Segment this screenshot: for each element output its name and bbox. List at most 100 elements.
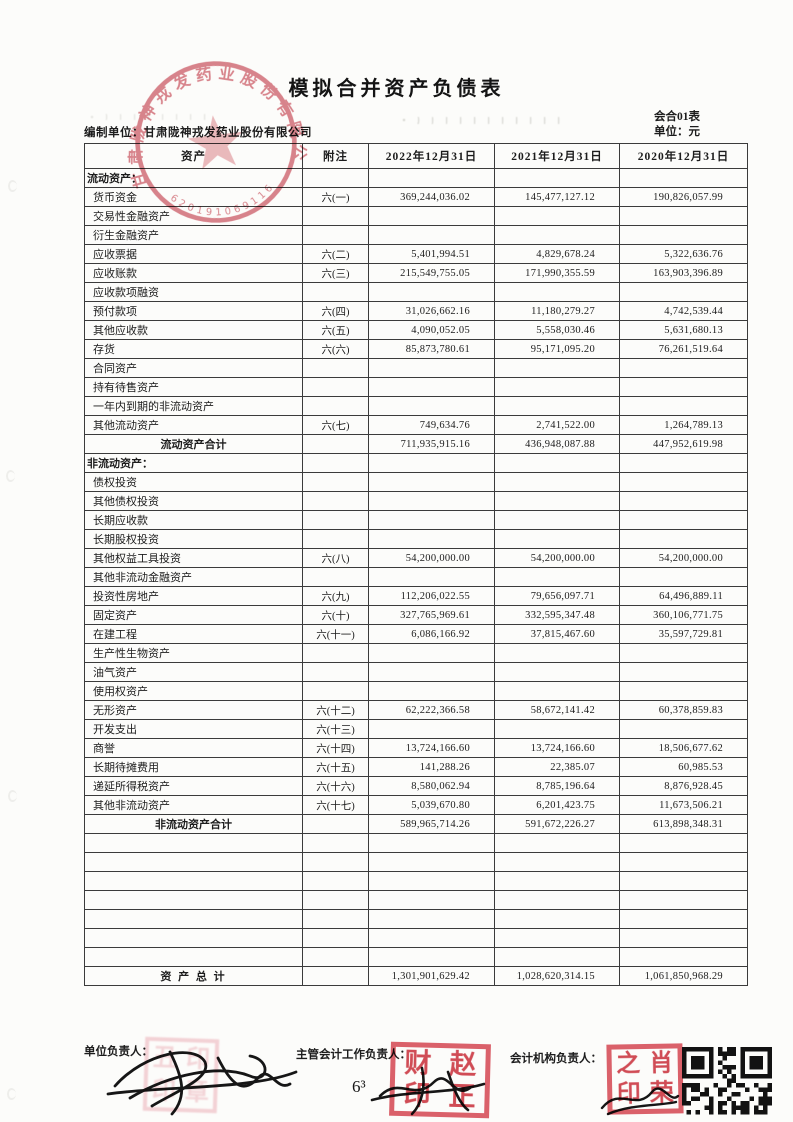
cell-value-2021: 8,785,196.64 — [494, 776, 620, 796]
prepared-by-line: 编制单位：甘肃陇神戎发药业股份有限公司 — [84, 124, 312, 140]
cell-value-2020: 190,826,057.99 — [619, 187, 748, 207]
cell-value-2021 — [494, 168, 620, 188]
cell-value-2021: 171,990,355.59 — [494, 263, 620, 283]
cell-item-label: 合同资产 — [84, 358, 303, 378]
cell-note — [302, 833, 369, 853]
cell-item-label: 其他流动资产 — [84, 415, 303, 435]
cell-item-label: 长期应收款 — [84, 510, 303, 530]
cell-value-2020: 35,597,729.81 — [619, 624, 748, 644]
column-header: 2021年12月31日 — [494, 143, 620, 169]
table-row: 应收票据 六(二) 5,401,994.51 4,829,678.24 5,322,63… — [84, 244, 748, 264]
cell-note — [302, 662, 369, 682]
cell-value-2021 — [494, 928, 620, 948]
cell-value-2020: 1,061,850,968.29 — [619, 966, 748, 986]
cell-value-2020: 163,903,396.89 — [619, 263, 748, 283]
table-row: 其他流动资产 六(七) 749,634.76 2,741,522.00 1,264,78… — [84, 415, 748, 435]
cell-value-2020: 60,985.53 — [619, 757, 748, 777]
cell-value-2021 — [494, 852, 620, 872]
cell-note — [302, 928, 369, 948]
column-header: 2022年12月31日 — [368, 143, 495, 169]
table-row: 其他非流动资产 六(十七) 5,039,670.80 6,201,423.75 11,6… — [84, 795, 748, 815]
cell-value-2021: 79,656,097.71 — [494, 586, 620, 606]
cell-value-2021 — [494, 909, 620, 929]
cell-value-2021 — [494, 472, 620, 492]
table-row: 存货 六(六) 85,873,780.61 95,171,095.20 76,261,5… — [84, 339, 748, 359]
cell-value-2020 — [619, 396, 748, 416]
cell-value-2021 — [494, 396, 620, 416]
cell-value-2020 — [619, 377, 748, 397]
cell-value-2020: 76,261,519.64 — [619, 339, 748, 359]
cell-item-label: 流动资产合计 — [84, 434, 303, 454]
cell-value-2022: 711,935,915.16 — [368, 434, 495, 454]
cell-value-2022 — [368, 453, 495, 473]
table-row: 流动资产合计 711,935,915.16 436,948,087.88 447,95… — [84, 434, 748, 454]
table-row: 油气资产 — [84, 662, 748, 682]
cell-note — [302, 681, 369, 701]
cell-item-label: 债权投资 — [84, 472, 303, 492]
table-row: 其他债权投资 — [84, 491, 748, 511]
cell-item-label: 应收票据 — [84, 244, 303, 264]
cell-note — [302, 377, 369, 397]
cell-value-2021 — [494, 510, 620, 530]
cell-value-2022: 589,965,714.26 — [368, 814, 495, 834]
cell-note: 六(七) — [302, 415, 369, 435]
cell-value-2022: 85,873,780.61 — [368, 339, 495, 359]
cell-note: 六(八) — [302, 548, 369, 568]
scan-artifact — [7, 1088, 16, 1100]
cell-item-label: 递延所得税资产 — [84, 776, 303, 796]
cell-value-2021: 6,201,423.75 — [494, 795, 620, 815]
cell-value-2020: 1,264,789.13 — [619, 415, 748, 435]
cell-value-2021: 2,741,522.00 — [494, 415, 620, 435]
cell-value-2022: 62,222,366.58 — [368, 700, 495, 720]
cell-item-label — [84, 871, 303, 891]
cell-note — [302, 567, 369, 587]
cell-note — [302, 396, 369, 416]
cell-value-2022: 327,765,969.61 — [368, 605, 495, 625]
cell-item-label — [84, 890, 303, 910]
cell-note — [302, 206, 369, 226]
cell-note — [302, 434, 369, 454]
cell-value-2020: 11,673,506.21 — [619, 795, 748, 815]
table-row: 债权投资 — [84, 472, 748, 492]
cell-value-2020: 5,322,636.76 — [619, 244, 748, 264]
cell-item-label: 开发支出 — [84, 719, 303, 739]
cell-value-2022: 5,401,994.51 — [368, 244, 495, 264]
cell-note — [302, 529, 369, 549]
cell-value-2020: 613,898,348.31 — [619, 814, 748, 834]
cell-value-2021 — [494, 529, 620, 549]
cell-item-label — [84, 833, 303, 853]
table-row: 其他应收款 六(五) 4,090,052.05 5,558,030.46 5,631,6… — [84, 320, 748, 340]
cell-value-2021: 37,815,467.60 — [494, 624, 620, 644]
cell-value-2022 — [368, 890, 495, 910]
cell-note: 六(十三) — [302, 719, 369, 739]
cell-value-2020 — [619, 719, 748, 739]
cell-item-label — [84, 928, 303, 948]
cell-value-2021: 22,385.07 — [494, 757, 620, 777]
cell-value-2022 — [368, 358, 495, 378]
cell-note: 六(十一) — [302, 624, 369, 644]
cell-item-label — [84, 852, 303, 872]
cell-value-2022 — [368, 643, 495, 663]
cell-note — [302, 491, 369, 511]
scan-artifact — [6, 470, 15, 482]
cell-value-2020 — [619, 890, 748, 910]
cell-value-2022: 5,039,670.80 — [368, 795, 495, 815]
unit-label: 单位：元 — [654, 126, 700, 138]
cell-item-label: 其他非流动资产 — [84, 795, 303, 815]
cell-item-label: 油气资产 — [84, 662, 303, 682]
table-row: 长期股权投资 — [84, 529, 748, 549]
cell-item-label: 衍生金融资产 — [84, 225, 303, 245]
unit-head-label: 单位负责人： — [84, 1046, 153, 1058]
cell-value-2022 — [368, 377, 495, 397]
chief-accountant-label: 主管会计工作负责人： — [296, 1049, 411, 1061]
cell-value-2022 — [368, 491, 495, 511]
accounting-dept-head-label: 会计机构负责人： — [510, 1053, 602, 1065]
cell-value-2020 — [619, 168, 748, 188]
unit-head-signature — [106, 1050, 298, 1116]
cell-item-label: 在建工程 — [84, 624, 303, 644]
table-row: 合同资产 — [84, 358, 748, 378]
cell-value-2021 — [494, 662, 620, 682]
cell-item-label: 预付款项 — [84, 301, 303, 321]
table-row: 其他权益工具投资 六(八) 54,200,000.00 54,200,000.00 54… — [84, 548, 748, 568]
cell-value-2022 — [368, 529, 495, 549]
